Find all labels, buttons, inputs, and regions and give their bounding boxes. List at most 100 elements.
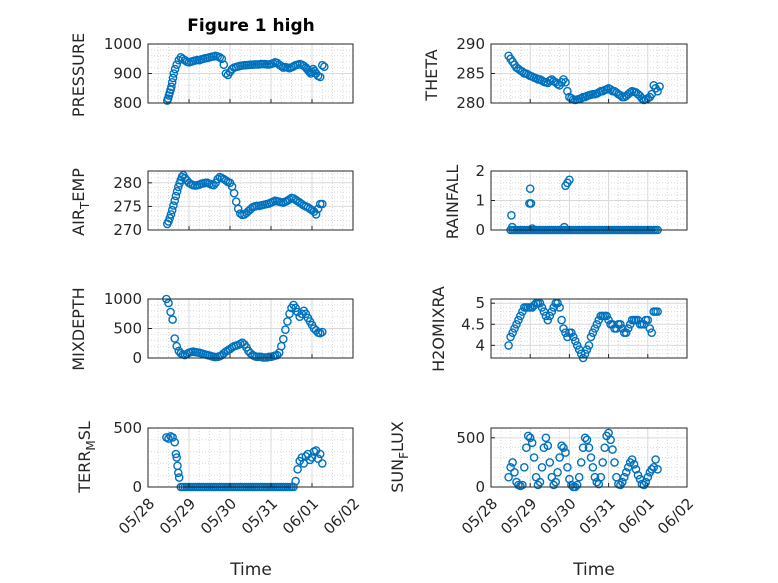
data-point — [620, 472, 629, 482]
data-point — [285, 309, 294, 319]
data-point — [643, 315, 653, 325]
data-point — [166, 210, 176, 219]
data-point — [563, 86, 572, 96]
data-point — [233, 204, 243, 214]
data-point — [283, 317, 292, 326]
data-point — [557, 441, 566, 451]
data-point — [293, 307, 302, 317]
data-point — [647, 464, 657, 474]
data-point — [582, 345, 592, 354]
data-point — [584, 341, 594, 350]
data-point — [507, 222, 517, 232]
y-tick-label: 800 — [113, 94, 142, 112]
data-point — [561, 448, 570, 457]
y-tick-label: 4 — [475, 336, 485, 354]
axes-frame — [490, 427, 688, 488]
data-point — [174, 473, 184, 482]
data-point — [305, 455, 315, 465]
data-point — [571, 336, 580, 346]
data-point — [180, 55, 190, 65]
data-point — [170, 437, 179, 447]
data-point — [541, 433, 551, 443]
data-point — [219, 60, 229, 69]
data-point — [655, 82, 664, 91]
data-point — [567, 328, 576, 338]
data-point — [291, 303, 300, 313]
data-point — [553, 298, 562, 308]
data-point — [621, 328, 631, 338]
data-point — [588, 462, 598, 472]
y-tick-label: 500 — [456, 429, 485, 447]
y-tick-label: 1 — [475, 192, 485, 210]
data-point — [559, 324, 568, 333]
data-point — [516, 311, 525, 321]
data-point — [229, 188, 239, 198]
data-point — [313, 204, 323, 214]
data-point — [590, 472, 600, 482]
y-tick-label: 5 — [475, 294, 485, 312]
data-point — [311, 210, 321, 219]
data-point — [297, 453, 307, 462]
data-point — [584, 443, 594, 453]
data-point — [522, 443, 531, 453]
data-point — [569, 332, 578, 342]
y-axis-label-h2omixra: H2OMIXRA — [429, 286, 448, 372]
y-tick-label: 280 — [113, 174, 142, 192]
data-point — [653, 464, 662, 474]
data-point — [596, 472, 606, 482]
subplot-mixdepth: 0 500 1000 — [104, 290, 354, 367]
y-tick-label: 285 — [456, 65, 485, 83]
y-tick-label: 270 — [113, 221, 142, 239]
data-point — [578, 443, 588, 453]
data-point — [535, 477, 545, 487]
subplot-air-temp: 270 275 280 — [113, 170, 354, 239]
data-point — [641, 477, 651, 487]
data-point — [582, 435, 592, 445]
data-point — [319, 62, 329, 71]
data-point — [525, 184, 535, 193]
data-point — [555, 453, 564, 462]
y-tick-label: 290 — [456, 35, 485, 53]
data-point — [217, 54, 227, 64]
data-point — [590, 324, 600, 333]
data-point — [629, 460, 639, 469]
data-point — [586, 453, 596, 462]
data-point — [527, 438, 537, 448]
data-point — [525, 433, 535, 443]
data-point — [512, 319, 521, 329]
y-axis-label-air-temp: AIRTEMP — [69, 168, 92, 236]
data-point — [553, 467, 562, 477]
data-point — [166, 307, 175, 317]
data-point — [602, 311, 611, 321]
data-point — [627, 455, 637, 464]
data-point — [574, 472, 584, 482]
data-point — [529, 453, 539, 462]
data-point — [168, 315, 177, 324]
data-point — [221, 69, 231, 78]
data-point — [526, 199, 536, 208]
data-point — [576, 349, 586, 359]
y-axis-label-sun-flux: SUNFLUX — [388, 421, 411, 493]
data-point — [561, 78, 570, 87]
data-point — [317, 60, 327, 70]
data-point — [518, 480, 527, 490]
data-point — [547, 307, 557, 316]
data-point — [317, 199, 327, 209]
data-point — [543, 441, 553, 451]
data-point — [504, 472, 513, 482]
data-point — [572, 480, 582, 490]
data-point — [167, 78, 177, 87]
data-point — [600, 443, 610, 453]
y-tick-label: 500 — [113, 320, 142, 338]
data-point — [560, 222, 569, 232]
data-point — [215, 53, 225, 62]
data-point — [276, 61, 286, 71]
data-point — [555, 303, 564, 312]
data-point — [631, 464, 641, 474]
y-tick-label: 900 — [113, 65, 142, 83]
y-axis-label-rainfall: RAINFALL — [443, 165, 462, 240]
data-point — [172, 60, 181, 69]
data-point — [523, 431, 533, 441]
data-point — [313, 454, 323, 464]
